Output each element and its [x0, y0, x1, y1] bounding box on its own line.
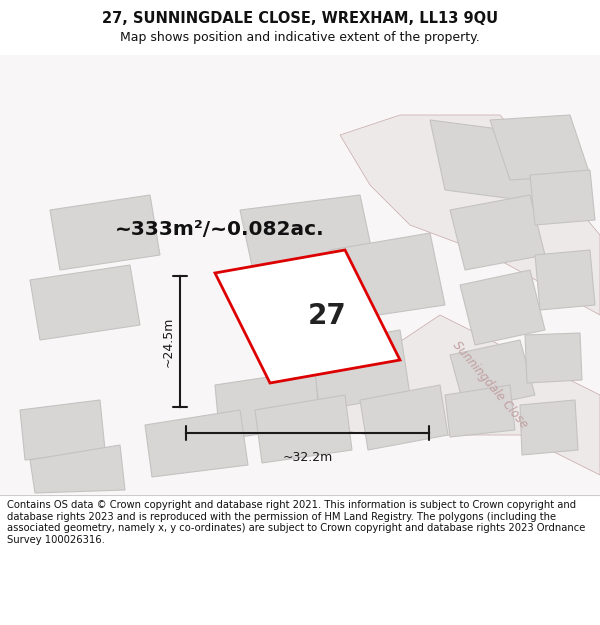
Polygon shape [340, 115, 600, 315]
Polygon shape [525, 333, 582, 383]
Polygon shape [535, 250, 595, 310]
Polygon shape [330, 233, 445, 320]
Polygon shape [215, 250, 400, 383]
Polygon shape [20, 400, 105, 460]
Polygon shape [360, 385, 448, 450]
Polygon shape [445, 385, 515, 437]
Polygon shape [450, 340, 535, 410]
Polygon shape [310, 330, 410, 410]
Polygon shape [430, 120, 560, 205]
Text: ~333m²/~0.082ac.: ~333m²/~0.082ac. [115, 220, 325, 239]
Text: Contains OS data © Crown copyright and database right 2021. This information is : Contains OS data © Crown copyright and d… [7, 500, 586, 545]
Text: ~24.5m: ~24.5m [162, 316, 175, 367]
Polygon shape [30, 265, 140, 340]
Polygon shape [215, 370, 320, 440]
Polygon shape [50, 195, 160, 270]
Text: Map shows position and indicative extent of the property.: Map shows position and indicative extent… [120, 31, 480, 44]
Polygon shape [460, 270, 545, 345]
Polygon shape [30, 445, 125, 493]
Polygon shape [450, 195, 545, 270]
Text: Sunningdale Close: Sunningdale Close [450, 339, 530, 431]
Polygon shape [530, 170, 595, 225]
Polygon shape [310, 315, 600, 475]
Polygon shape [490, 115, 590, 180]
Text: ~32.2m: ~32.2m [283, 451, 332, 464]
Polygon shape [240, 195, 375, 280]
Text: 27: 27 [308, 302, 347, 331]
Polygon shape [520, 400, 578, 455]
Text: 27, SUNNINGDALE CLOSE, WREXHAM, LL13 9QU: 27, SUNNINGDALE CLOSE, WREXHAM, LL13 9QU [102, 11, 498, 26]
Polygon shape [255, 395, 352, 463]
Polygon shape [145, 410, 248, 477]
